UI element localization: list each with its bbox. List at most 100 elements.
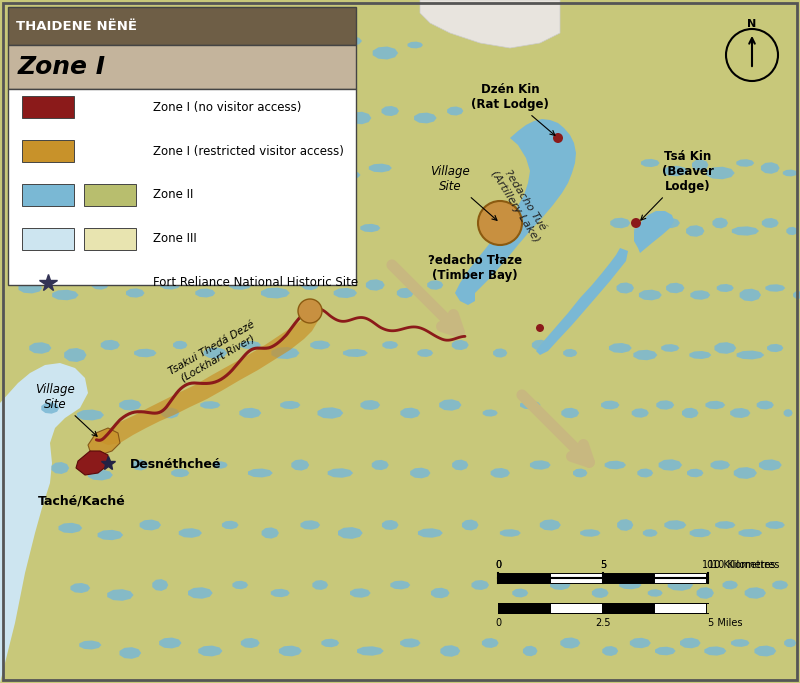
Polygon shape <box>418 349 433 357</box>
Polygon shape <box>740 289 761 301</box>
FancyBboxPatch shape <box>8 45 356 89</box>
Polygon shape <box>129 163 152 173</box>
Text: Dzén Kin
(Rat Lodge): Dzén Kin (Rat Lodge) <box>471 83 555 135</box>
Polygon shape <box>340 171 361 179</box>
Polygon shape <box>641 159 660 167</box>
Polygon shape <box>680 638 701 648</box>
Polygon shape <box>500 529 521 537</box>
FancyBboxPatch shape <box>550 603 602 613</box>
Polygon shape <box>786 227 798 235</box>
Polygon shape <box>772 581 788 589</box>
Polygon shape <box>233 581 248 589</box>
Polygon shape <box>210 110 231 120</box>
Polygon shape <box>632 408 649 418</box>
Polygon shape <box>634 211 674 253</box>
Polygon shape <box>648 589 662 597</box>
Polygon shape <box>188 587 213 599</box>
Polygon shape <box>655 647 676 655</box>
Polygon shape <box>663 166 688 176</box>
Polygon shape <box>58 522 82 533</box>
Polygon shape <box>166 52 185 64</box>
Text: Tsá Kin
(Beaver
Lodge): Tsá Kin (Beaver Lodge) <box>641 150 714 220</box>
Text: 0: 0 <box>495 618 501 628</box>
Polygon shape <box>101 340 120 350</box>
Polygon shape <box>239 408 262 418</box>
Polygon shape <box>222 520 238 529</box>
Polygon shape <box>722 581 738 589</box>
Polygon shape <box>397 288 414 298</box>
Polygon shape <box>580 529 601 537</box>
Text: THAIDENE NËNË: THAIDENE NËNË <box>16 20 137 33</box>
Polygon shape <box>166 157 185 165</box>
FancyBboxPatch shape <box>654 573 706 583</box>
Text: Tsakui Thedá Dezé
(Lockhart River): Tsakui Thedá Dezé (Lockhart River) <box>167 319 262 387</box>
Text: Village
Site: Village Site <box>35 383 97 436</box>
Polygon shape <box>690 529 711 538</box>
Polygon shape <box>261 288 290 298</box>
Polygon shape <box>280 401 301 409</box>
Polygon shape <box>390 581 410 589</box>
Polygon shape <box>634 350 658 360</box>
Polygon shape <box>291 460 310 471</box>
Text: Zone III: Zone III <box>153 232 197 245</box>
Text: N: N <box>747 19 757 29</box>
Polygon shape <box>338 36 362 46</box>
Circle shape <box>478 201 522 245</box>
Polygon shape <box>592 588 609 598</box>
Polygon shape <box>710 460 730 470</box>
Polygon shape <box>643 529 658 537</box>
Polygon shape <box>270 589 290 597</box>
Polygon shape <box>318 407 343 419</box>
Polygon shape <box>661 218 680 228</box>
Polygon shape <box>400 408 420 419</box>
Polygon shape <box>213 461 228 469</box>
Polygon shape <box>767 344 783 352</box>
Polygon shape <box>690 290 710 300</box>
Polygon shape <box>761 163 780 173</box>
Polygon shape <box>343 349 368 357</box>
Polygon shape <box>410 468 430 478</box>
Text: Taché/Kaché: Taché/Kaché <box>38 494 126 507</box>
Polygon shape <box>382 106 399 116</box>
FancyBboxPatch shape <box>22 184 74 206</box>
Polygon shape <box>200 401 220 409</box>
Polygon shape <box>440 645 460 657</box>
Polygon shape <box>229 280 252 290</box>
Polygon shape <box>366 279 385 291</box>
Polygon shape <box>783 169 798 176</box>
Polygon shape <box>240 341 261 349</box>
Text: 10: 10 <box>702 560 714 570</box>
Polygon shape <box>203 348 227 359</box>
Polygon shape <box>119 647 141 659</box>
Polygon shape <box>140 520 161 531</box>
Text: 5 Miles: 5 Miles <box>708 618 742 628</box>
FancyBboxPatch shape <box>22 96 74 118</box>
Polygon shape <box>350 112 371 124</box>
FancyBboxPatch shape <box>84 228 136 250</box>
Polygon shape <box>439 400 462 410</box>
Polygon shape <box>70 105 90 117</box>
Text: Tsakui Thedá
(Parry Falls): Tsakui Thedá (Parry Falls) <box>252 255 338 283</box>
Polygon shape <box>35 99 55 107</box>
Polygon shape <box>234 44 247 52</box>
Polygon shape <box>658 459 682 471</box>
Polygon shape <box>173 341 187 349</box>
Polygon shape <box>617 283 634 294</box>
Polygon shape <box>686 225 705 237</box>
Text: Zone I (restricted visitor access): Zone I (restricted visitor access) <box>153 145 344 158</box>
Polygon shape <box>690 351 711 359</box>
Polygon shape <box>360 224 380 232</box>
Polygon shape <box>452 460 468 471</box>
Polygon shape <box>14 223 37 233</box>
Polygon shape <box>262 231 279 239</box>
Polygon shape <box>382 520 398 530</box>
Polygon shape <box>754 645 776 656</box>
Polygon shape <box>92 280 109 290</box>
FancyBboxPatch shape <box>602 573 654 583</box>
Polygon shape <box>400 639 421 647</box>
Polygon shape <box>737 350 764 359</box>
Polygon shape <box>294 223 317 233</box>
Polygon shape <box>717 284 734 292</box>
Circle shape <box>298 299 322 323</box>
Polygon shape <box>745 587 766 599</box>
